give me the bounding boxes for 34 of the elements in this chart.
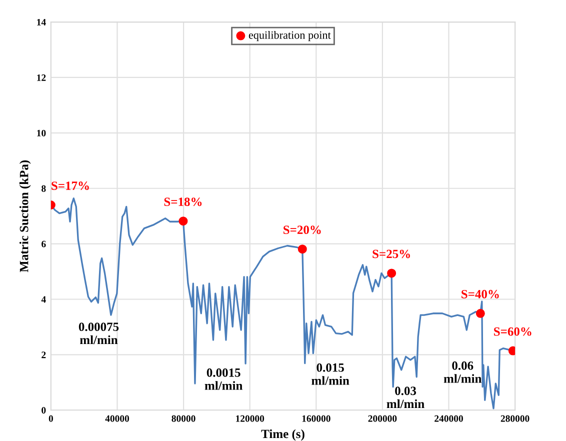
annotation: S=25% [372, 250, 410, 258]
y-tick-label: 10 [37, 130, 46, 136]
x-tick-label: 0 [48, 415, 53, 422]
y-tick-label: 6 [42, 240, 46, 248]
annotation: 0.00075 ml/min [78, 322, 119, 344]
y-tick-label: 8 [42, 185, 46, 192]
annotation: S=40% [462, 290, 499, 298]
x-tick-label: 80000 [172, 415, 196, 422]
legend-label: equilibration point [248, 31, 331, 42]
annotation: S=17% [52, 182, 89, 190]
y-axis-title: Matric Suction (kPa) [19, 160, 31, 272]
annotation: 0.03 ml/min [386, 386, 424, 408]
point [178, 216, 188, 226]
annotation: S=60% [494, 327, 532, 336]
x-tick-label: 120000 [236, 415, 264, 422]
annotation: 0.015 ml/min [312, 363, 350, 385]
annotation: 0.06 ml/min [444, 361, 482, 383]
annotation: S=18% [164, 198, 202, 206]
y-tick-label: 4 [41, 296, 46, 303]
point [298, 244, 307, 254]
x-tick-label: 160000 [302, 415, 330, 422]
annotation: 0.0015 ml/min [204, 368, 243, 390]
x-tick-label: 40000 [105, 415, 130, 422]
annotation: S=20% [284, 226, 321, 234]
point [387, 268, 396, 278]
x-tick-label: 200000 [368, 415, 397, 422]
x-axis-title: Time (s) [261, 429, 304, 441]
y-tick-label: 12 [37, 74, 46, 81]
y-tick-label: 14 [37, 19, 46, 26]
y-tick-label: 0 [42, 407, 46, 414]
y-tick-label: 2 [42, 352, 46, 358]
point [476, 308, 485, 318]
x-tick-label: 280000 [500, 415, 530, 422]
x-tick-label: 240000 [434, 415, 463, 422]
